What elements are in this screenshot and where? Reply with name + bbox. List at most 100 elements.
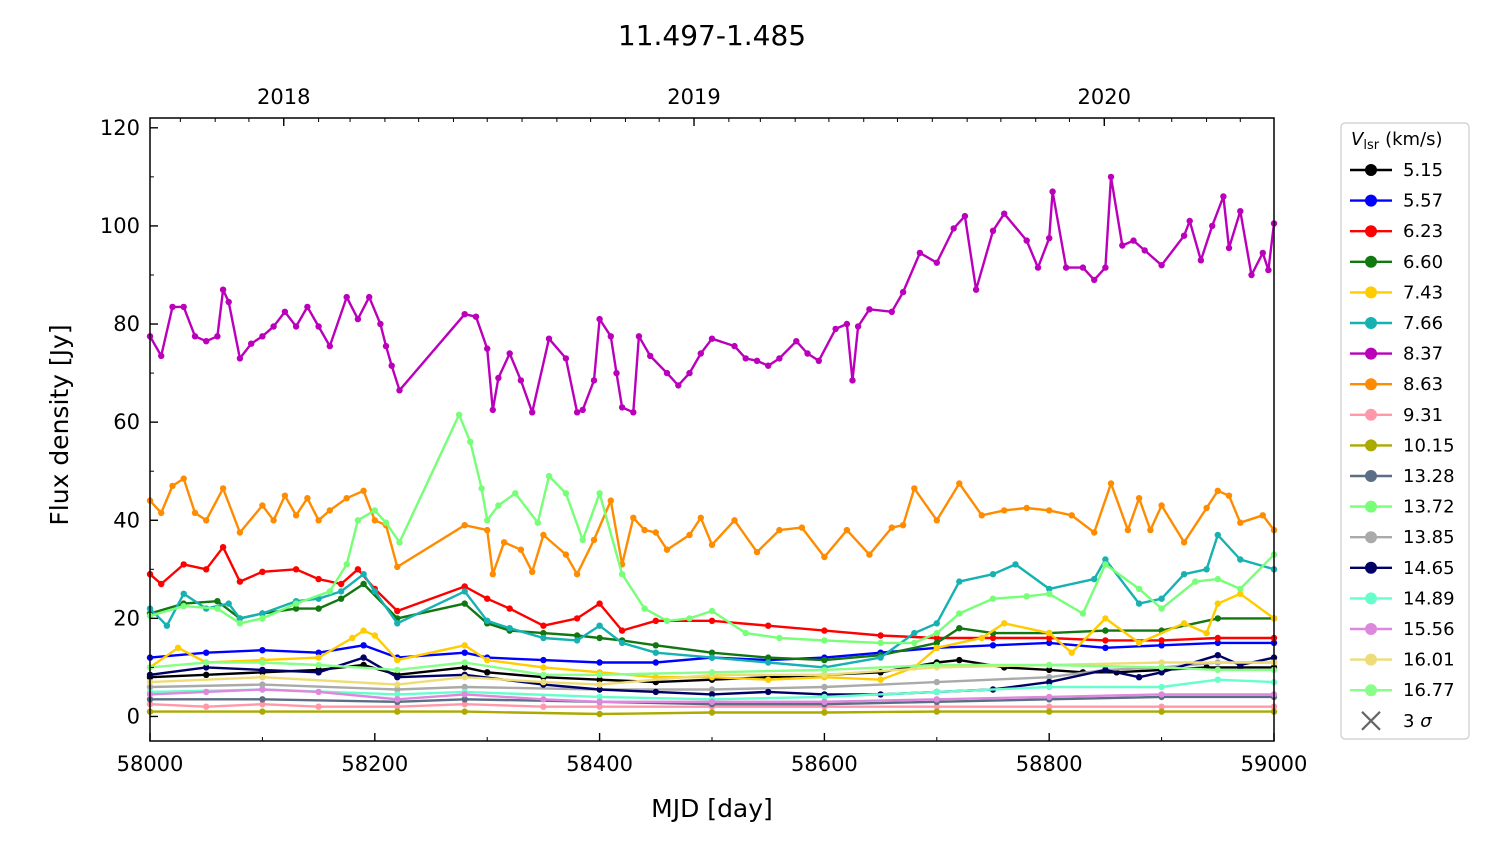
- series-line: [149, 688, 1274, 703]
- data-point: [1062, 264, 1070, 271]
- legend-marker: [1365, 194, 1377, 207]
- data-point: [1001, 620, 1008, 627]
- data-point: [315, 654, 322, 661]
- data-point: [484, 526, 491, 534]
- data-point: [236, 615, 244, 622]
- data-point: [1102, 627, 1109, 634]
- data-point: [573, 615, 581, 622]
- data-point: [641, 526, 648, 534]
- data-point: [545, 472, 553, 480]
- legend-marker: [1365, 225, 1377, 238]
- legend-label: 5.57: [1403, 191, 1443, 212]
- data-point: [1119, 242, 1126, 249]
- data-point: [1158, 703, 1165, 710]
- data-point: [169, 482, 176, 490]
- legend-label: 9.31: [1403, 405, 1443, 426]
- data-point: [259, 502, 266, 509]
- data-point: [394, 703, 401, 710]
- top-year-label: 2020: [1078, 85, 1131, 109]
- data-point: [573, 637, 581, 644]
- series-line: [149, 678, 1275, 701]
- data-point: [731, 342, 738, 350]
- data-point: [484, 656, 491, 664]
- data-point: [281, 308, 289, 315]
- data-point: [742, 355, 749, 362]
- data-point: [203, 703, 210, 710]
- data-point: [1102, 556, 1109, 563]
- data-point: [484, 617, 491, 624]
- data-point: [337, 580, 345, 588]
- data-point: [214, 333, 221, 340]
- data-point: [1237, 519, 1244, 526]
- data-point: [1068, 512, 1075, 519]
- data-point: [1214, 575, 1222, 583]
- legend-marker: [1365, 531, 1377, 544]
- data-point: [371, 632, 378, 639]
- legend-marker: [1365, 255, 1377, 268]
- top-year-axis: 2018 2019 2020: [179, 85, 1241, 126]
- data-point: [349, 634, 356, 642]
- data-point: [326, 342, 333, 350]
- legend-label: 14.65: [1403, 558, 1455, 579]
- data-point: [203, 671, 210, 678]
- data-point: [1079, 264, 1087, 271]
- data-point: [562, 551, 570, 558]
- data-point: [798, 524, 806, 531]
- legend-entry: 5.15: [1350, 160, 1443, 181]
- legend-entry: 6.60: [1350, 252, 1443, 273]
- data-point: [1214, 676, 1222, 683]
- data-point: [596, 698, 603, 705]
- legend-marker: [1365, 684, 1377, 697]
- data-point: [708, 686, 716, 693]
- data-point: [1203, 566, 1210, 573]
- data-point: [590, 536, 598, 544]
- y-tick-label: 0: [127, 704, 140, 728]
- series-line: [149, 413, 1275, 645]
- data-point: [765, 362, 772, 369]
- data-point: [540, 664, 547, 671]
- data-point: [877, 639, 884, 647]
- data-point: [163, 622, 171, 629]
- legend-entries: 5.15 5.57 6.23 6.60 7.43 7.66 8.37 8.63 9.31 10.1…: [1350, 160, 1455, 732]
- data-point: [821, 693, 828, 701]
- y-tick-label: 120: [100, 116, 140, 140]
- data-point: [1046, 674, 1053, 681]
- data-point: [708, 607, 716, 615]
- data-point: [708, 541, 716, 548]
- data-point: [461, 583, 468, 590]
- data-point: [354, 517, 362, 524]
- data-point: [292, 566, 300, 573]
- data-point: [989, 634, 997, 642]
- data-point: [686, 531, 693, 539]
- legend-cross-stroke: [1361, 711, 1381, 731]
- data-point: [708, 617, 716, 624]
- data-point: [1158, 262, 1165, 269]
- data-point: [708, 691, 716, 698]
- legend-label: 7.66: [1403, 313, 1443, 334]
- data-point: [989, 595, 997, 602]
- data-point: [259, 686, 266, 693]
- data-point: [1180, 232, 1188, 239]
- data-point: [978, 512, 985, 519]
- data-point: [815, 357, 822, 364]
- data-point: [1158, 664, 1165, 671]
- data-point: [292, 600, 300, 607]
- data-point: [647, 352, 654, 360]
- series-15.56: [146, 686, 1278, 705]
- data-point: [366, 293, 373, 301]
- data-point: [573, 571, 581, 578]
- data-point: [236, 620, 244, 627]
- data-point: [708, 335, 716, 342]
- series-line: [149, 533, 1275, 669]
- data-point: [1091, 529, 1098, 536]
- data-point: [158, 580, 165, 588]
- data-point: [540, 622, 547, 629]
- data-point: [354, 566, 362, 573]
- data-point: [360, 571, 367, 578]
- data-point: [933, 661, 940, 669]
- legend-label: 14.89: [1403, 588, 1455, 609]
- data-point: [1135, 600, 1143, 607]
- legend-label: 13.85: [1403, 527, 1455, 548]
- data-point: [1046, 683, 1053, 691]
- y-axis-label: Flux density [Jy]: [45, 324, 74, 525]
